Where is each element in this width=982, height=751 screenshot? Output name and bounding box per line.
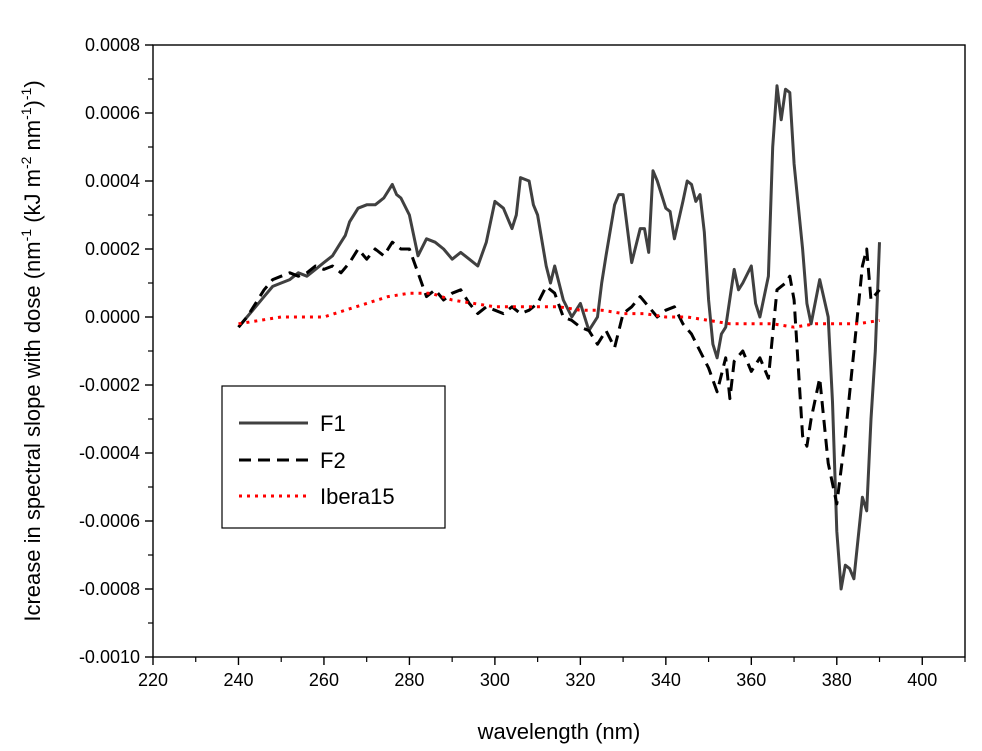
y-tick-label: -0.0006 xyxy=(79,511,140,531)
x-tick-label: 360 xyxy=(736,670,766,690)
y-axis-title-part-5: ) xyxy=(20,80,45,87)
x-tick-label: 280 xyxy=(394,670,424,690)
x-tick-label: 340 xyxy=(651,670,681,690)
y-axis-title-part-2: (kJ m xyxy=(20,169,45,229)
series-line-f2 xyxy=(237,240,881,506)
series-line-f1 xyxy=(237,84,881,591)
x-tick-label: 260 xyxy=(309,670,339,690)
x-tick-labels: 220 240 260 280 300 320 340 360 380 400 xyxy=(138,670,937,690)
y-axis-title-sup-3: -1 xyxy=(18,107,34,120)
y-tick-labels: -0.0010 -0.0008 -0.0006 -0.0004 -0.0002 0.000… xyxy=(79,35,140,667)
x-tick-label: 300 xyxy=(480,670,510,690)
x-axis-title: wavelength (nm) xyxy=(477,719,641,744)
y-axis-title-sup-2: -2 xyxy=(18,156,34,169)
legend: F1 F2 Ibera15 xyxy=(221,385,446,529)
series-layer xyxy=(237,84,881,591)
legend-label-f1: F1 xyxy=(320,411,346,436)
y-axis-title-part-1: Icrease in spectral slope with dose (nm xyxy=(20,241,45,621)
y-tick-label: 0.0002 xyxy=(85,239,140,259)
x-tick-label: 400 xyxy=(907,670,937,690)
y-axis-title-sup-1: -1 xyxy=(18,229,34,242)
y-axis-title-sup-4: -1 xyxy=(18,87,34,100)
legend-label-f2: F2 xyxy=(320,448,346,473)
y-tick-label: -0.0004 xyxy=(79,443,140,463)
y-axis-title-part-4: ) xyxy=(20,100,45,107)
y-tick-label: 0.0008 xyxy=(85,35,140,55)
legend-box xyxy=(221,385,446,529)
y-tick-label: 0.0000 xyxy=(85,307,140,327)
y-tick-label: 0.0004 xyxy=(85,171,140,191)
y-tick-label: -0.0010 xyxy=(79,647,140,667)
axis-ticks xyxy=(145,44,966,665)
x-tick-label: 240 xyxy=(223,670,253,690)
y-tick-label: 0.0006 xyxy=(85,103,140,123)
y-tick-label: -0.0002 xyxy=(79,375,140,395)
y-axis-title: Icrease in spectral slope with dose (nm-… xyxy=(18,80,45,621)
x-tick-label: 220 xyxy=(138,670,168,690)
x-tick-label: 380 xyxy=(822,670,852,690)
y-tick-label: -0.0008 xyxy=(79,579,140,599)
legend-label-ibera15: Ibera15 xyxy=(320,484,395,509)
y-axis-title-part-3: nm xyxy=(20,120,45,157)
x-tick-label: 320 xyxy=(565,670,595,690)
